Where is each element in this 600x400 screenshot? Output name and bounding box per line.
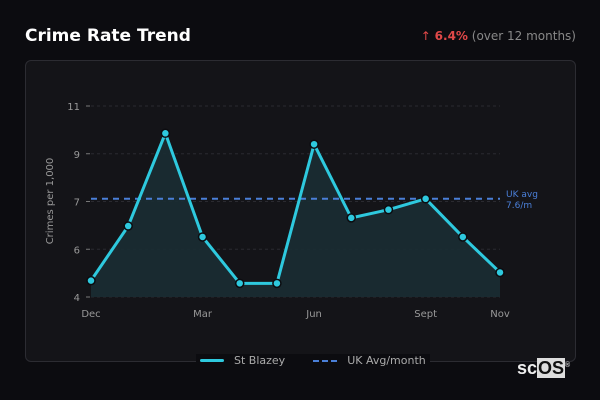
data-point — [458, 232, 468, 242]
change-note: (over 12 months) — [471, 29, 576, 43]
data-point — [420, 194, 431, 204]
legend-item-avg[interactable]: UK Avg/month — [313, 354, 426, 367]
legend-label: St Blazey — [234, 354, 286, 367]
data-point — [346, 213, 357, 223]
y-axis-label: Crimes per 1,000 — [45, 158, 56, 245]
chart-title: Crime Rate Trend — [25, 26, 191, 46]
y-tick-label: 9 — [74, 150, 80, 161]
trend-change: ↑ 6.4% (over 12 months) — [421, 29, 576, 43]
scos-logo: scOS® — [517, 358, 571, 378]
data-point — [234, 278, 245, 289]
legend-label: UK Avg/month — [347, 354, 426, 367]
legend-swatch-dashed — [313, 359, 338, 362]
data-point — [309, 139, 319, 149]
legend-swatch-solid — [200, 359, 224, 362]
y-tick-label: 11 — [67, 102, 80, 113]
data-point — [272, 278, 282, 289]
x-tick-label: Sept — [414, 309, 437, 320]
y-tick-label: 7 — [74, 198, 80, 209]
data-point — [383, 204, 394, 215]
arrow-up-icon: ↑ — [420, 29, 431, 43]
data-point — [197, 232, 208, 242]
x-tick-label: Nov — [490, 309, 510, 320]
y-tick-label: 6 — [74, 245, 80, 256]
y-tick-label: 4 — [74, 293, 80, 304]
x-tick-label: Mar — [193, 309, 213, 320]
change-percent: 6.4% — [434, 29, 468, 43]
legend: St Blazey UK Avg/month — [196, 354, 430, 367]
data-point — [160, 128, 171, 139]
data-point — [123, 221, 133, 231]
avg-annotation: 7.6/m — [506, 201, 532, 211]
x-tick-label: Dec — [81, 309, 100, 320]
x-tick-label: Jun — [305, 309, 322, 320]
series-line — [89, 131, 502, 285]
legend-item-series[interactable]: St Blazey — [200, 354, 285, 367]
data-point — [86, 275, 96, 286]
data-point — [495, 267, 505, 278]
avg-annotation: UK avg — [506, 190, 538, 200]
